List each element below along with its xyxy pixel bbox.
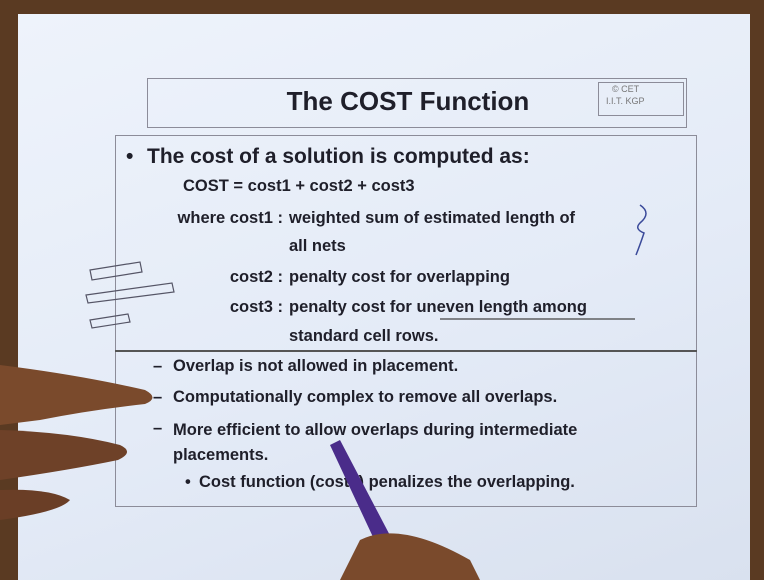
hand (340, 533, 480, 580)
handwritten-brace (636, 205, 646, 255)
sketch-rect (90, 314, 130, 328)
finger (0, 430, 127, 480)
annotations (0, 0, 764, 580)
sketch-rect (86, 283, 174, 303)
finger (0, 490, 70, 520)
finger (0, 365, 153, 425)
sketch-rect (90, 262, 142, 280)
slide-photo: The COST Function © CET I.I.T. KGP • The… (0, 0, 764, 580)
